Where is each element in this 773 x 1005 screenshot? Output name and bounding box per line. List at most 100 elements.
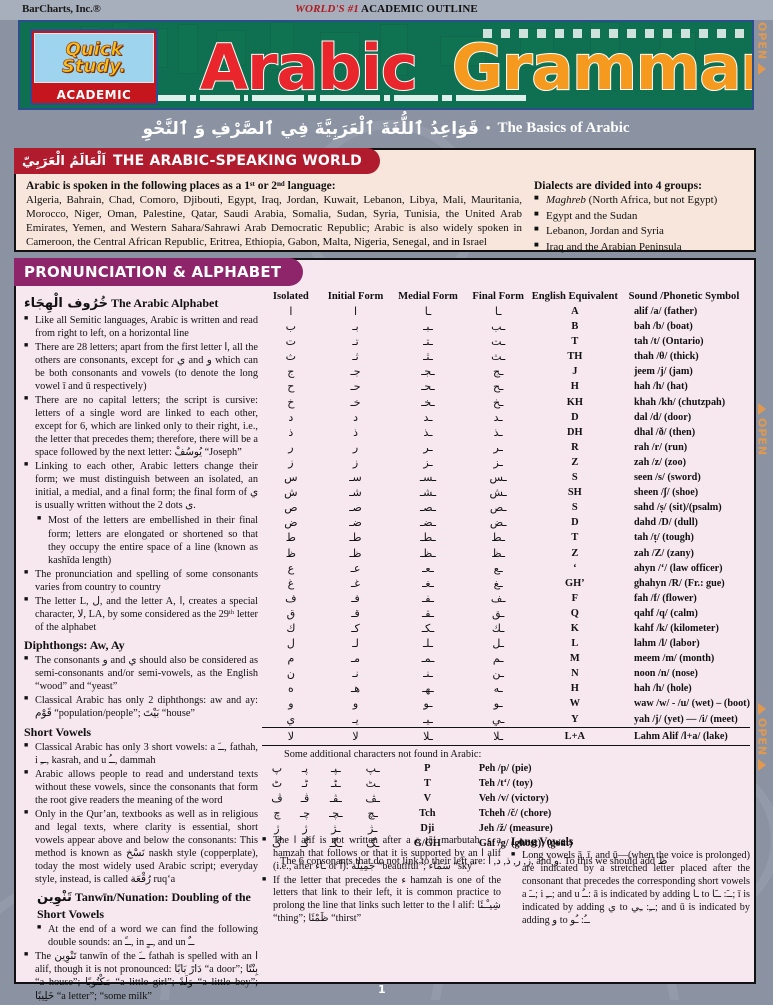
cell-initial: كـ [351, 621, 360, 635]
list-item: Maghreb (North Africa, but not Egypt) [534, 192, 752, 209]
cell-final: ـچ [367, 806, 378, 820]
subtitle-bar: قَوَاعِدُ ٱللُّغَةَ ٱلْعَرَبِيَّةَ فِي ٱ… [18, 112, 754, 144]
cell-isolated: ق [286, 606, 296, 620]
cell-isolated: پ [271, 761, 283, 775]
open-tab-middle[interactable]: OPEN [753, 400, 771, 456]
col-header-sound: Sound /Phonetic Symbol [628, 291, 740, 302]
title-banner: Quick Study. ACADEMIC Arabic Grammar [18, 20, 754, 110]
cell-initial: جـ [350, 365, 361, 379]
cell-final: ـو [493, 697, 503, 711]
alphabet-table: Isolated Initial Form Medial Form Final … [262, 290, 750, 746]
cell-sound: fah /f/ (flower) [633, 592, 697, 604]
open-tab-bottom[interactable]: OPEN [753, 700, 771, 774]
tanwin-sublist: At the end of a word we can find the fol… [37, 923, 258, 949]
cell-isolated: ه [287, 682, 294, 696]
open-tab-top[interactable]: OPEN [753, 22, 771, 78]
cell-isolated: ي [286, 712, 296, 726]
cell-sound: hah /h/ (hat) [633, 381, 688, 393]
world-left-heading: Arabic is spoken in the following places… [26, 180, 336, 192]
cell-final: ـق [491, 606, 505, 620]
tanwin-heading-english: Tanwīn/Nunation: Doubling of the Short V… [37, 890, 251, 921]
banner-dot-row [483, 29, 744, 38]
logo-academic-badge: ACADEMIC [56, 88, 132, 102]
cell-final: ـش [489, 486, 507, 500]
cell-sound: zah /z/ (zoo) [633, 456, 687, 468]
cell-medial: ـثـ [423, 350, 433, 364]
dialect-desc: Iraq and the Arabian Peninsula [546, 240, 682, 253]
cell-medial: ـسـ [419, 471, 437, 485]
cell-initial: نـ [352, 667, 359, 681]
cell-initial: ٹـ [301, 776, 309, 790]
cell-isolated: ا [289, 305, 293, 318]
cell-isolated: د [288, 410, 294, 424]
cell-initial: غـ [351, 576, 361, 590]
tanwin-heading: تَنْوِين Tanwīn/Nunation: Doubling of th… [37, 890, 258, 922]
cell-initial: ر [352, 440, 359, 454]
cell-medial: ـقـ [421, 606, 434, 620]
cell-isolated: ن [286, 667, 295, 681]
cell-sound: Veh /v/ (victory) [478, 792, 549, 804]
cell-english: SH [567, 487, 582, 499]
cell-english: T [571, 336, 579, 348]
open-arrow-icon [758, 63, 766, 76]
logo-line-2: Study. [61, 56, 127, 77]
cell-isolated: ص [284, 501, 298, 515]
cell-initial: ضـ [349, 516, 362, 530]
cell-english: Q [570, 607, 579, 619]
cell-initial: خـ [350, 395, 361, 409]
list-item: The تَنْوِين tanwīn of the ــَ fathah is… [24, 950, 258, 1002]
cell-medial: ـڤـ [329, 791, 342, 805]
cell-medial: ـضـ [419, 516, 436, 530]
table-row: خ خـ ـخـ ـخ KH khah /kh/ (chutzpah) [262, 395, 750, 410]
col-header-medial: Medial Form [398, 291, 458, 302]
cell-sound: waw /w/ - /u/ (wet) – (boot) [633, 698, 750, 710]
tanwin-bullet-list: The تَنْوِين tanwīn of the ــَ fathah is… [24, 950, 258, 1002]
world-country-list: Algeria, Bahrain, Chad, Comoro, Djibouti… [26, 194, 522, 249]
dialect-desc: Lebanon, Jordan and Syria [546, 225, 664, 238]
cell-final: ـپ [365, 761, 380, 775]
cell-medial: ـتـ [423, 335, 433, 349]
cell-sound: hah /h/ (hole) [633, 683, 692, 695]
pronunciation-alphabet-panel: PRONUNCIATION & ALPHABET خُرُوف الْهِجَا… [14, 258, 756, 1002]
cell-isolated: ح [287, 380, 295, 394]
cell-final: ـع [493, 561, 503, 575]
list-item: Iraq and the Arabian Peninsula [534, 239, 752, 256]
cell-sound: Jeh /ž/ (measure) [478, 823, 553, 834]
list-item: Long vowels ā, ī, and ū—(when the voice … [511, 850, 750, 927]
publisher-brand: BarCharts, Inc.® [22, 3, 101, 15]
cell-isolated: ف [285, 591, 297, 605]
cell-sound: kahf /k/ (kilometer) [633, 622, 719, 634]
world-left-column: Arabic is spoken in the following places… [26, 180, 522, 249]
dialect-desc: Egypt and the Sudan [546, 209, 638, 222]
cell-isolated: خ [287, 395, 295, 409]
pronunciation-ribbon-title: PRONUNCIATION & ALPHABET [24, 263, 282, 281]
cell-medial: ـجـ [421, 365, 435, 379]
cell-english: ‘ [573, 562, 577, 574]
cell-final: ـغ [493, 576, 503, 590]
table-row: ع عـ ـعـ ـع ‘ ahyn /ʻ/ (law officer) [262, 561, 750, 576]
cell-initial: فـ [351, 591, 360, 605]
cell-medial: ـلـ [422, 637, 434, 651]
cell-medial: ـشـ [419, 486, 437, 500]
cell-medial: ـچـ [329, 806, 343, 820]
arabic-speaking-world-panel: اَلْعَالَمُ الْعَرَبِيّ THE ARABIC-SPEAK… [14, 148, 756, 253]
cell-sound: noon /n/ (nose) [633, 668, 698, 680]
table-row: ژ ژ ـژ ـژ Dji Jeh /ž/ (measure) [262, 821, 750, 836]
dialect-name: Maghreb [546, 194, 586, 206]
world-ribbon-title: THE ARABIC-SPEAKING WORLD [112, 153, 362, 169]
cell-initial: بـ [352, 320, 359, 334]
cell-english: D [571, 517, 579, 529]
short-vowels-heading: Short Vowels [24, 724, 92, 739]
list-item: Classical Arabic has only 2 diphthongs: … [24, 694, 258, 720]
cell-medial: ـحـ [421, 380, 435, 394]
cell-english: A [571, 306, 579, 317]
quickstudy-logo: Quick Study. ACADEMIC [30, 29, 158, 105]
cell-final: ـم [492, 652, 504, 666]
